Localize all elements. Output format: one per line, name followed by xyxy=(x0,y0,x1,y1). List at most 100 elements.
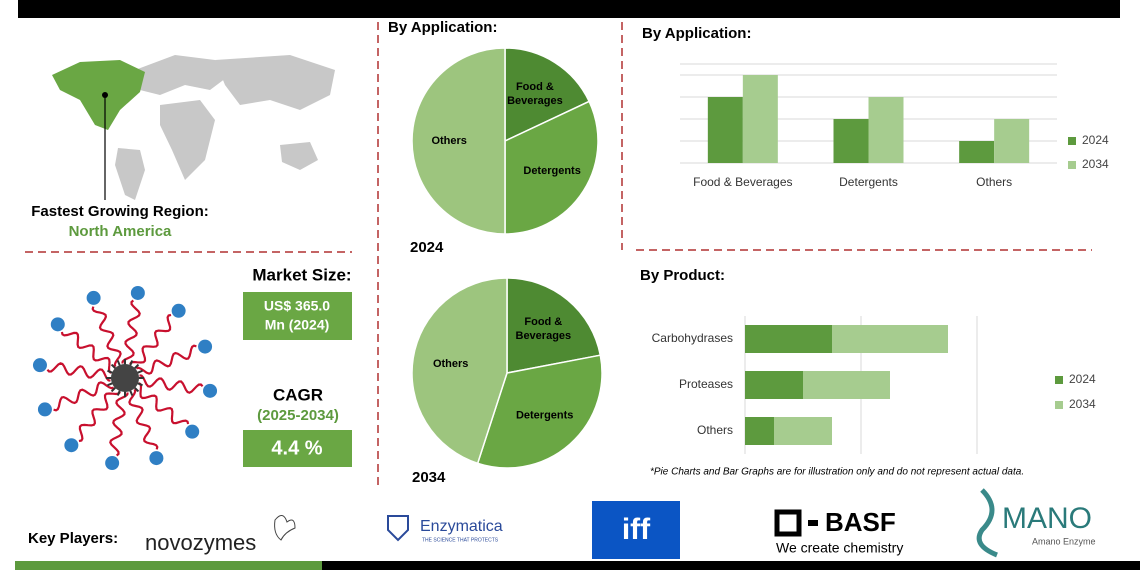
strand xyxy=(53,381,115,412)
market-size-box xyxy=(243,292,352,340)
chart-title: By Application: xyxy=(642,25,751,42)
strand xyxy=(109,392,129,457)
bar-segment xyxy=(745,325,832,353)
cagr-period: (2025-2034) xyxy=(257,407,339,424)
logo: Enzymatica xyxy=(420,518,503,535)
core xyxy=(111,364,139,392)
cagr-value: 4.4 % xyxy=(271,437,322,459)
bead xyxy=(105,456,120,471)
slice-label-line: Beverages xyxy=(507,95,563,107)
y-tick-label: Proteases xyxy=(679,377,733,391)
legend-label: 2024 xyxy=(1069,372,1096,386)
slice-label: Food & Beverages xyxy=(516,316,572,342)
logo-tagline: Amano Enzyme xyxy=(1032,536,1096,546)
slice-label-line: Food & xyxy=(524,316,562,328)
market-size-value: US$ 365.0 xyxy=(264,298,330,314)
slice-label: Detergents xyxy=(523,165,580,177)
footer-bar xyxy=(15,561,322,570)
logo: BASF xyxy=(825,507,896,537)
slice-label: Detergents xyxy=(516,410,573,422)
strand xyxy=(138,382,190,425)
bead xyxy=(130,285,145,300)
bar-segment xyxy=(745,371,803,399)
legend-swatch xyxy=(1068,137,1076,145)
bar-segment xyxy=(803,371,890,399)
slice-label: Others xyxy=(431,135,466,147)
key-players-label: Key Players: xyxy=(28,530,118,547)
pie-slice xyxy=(504,47,591,143)
chart-title: By Application: xyxy=(388,19,497,36)
strand xyxy=(60,331,112,374)
bead xyxy=(64,438,79,453)
header-bar xyxy=(18,0,1120,18)
bead xyxy=(171,303,186,318)
y-tick-label: Carbohydrases xyxy=(652,331,733,345)
x-tick-label: Detergents xyxy=(839,175,898,189)
footnote: *Pie Charts and Bar Graphs are for illus… xyxy=(650,467,1024,478)
region-label: Fastest Growing Region: xyxy=(31,203,209,220)
strand xyxy=(78,391,121,443)
region-value: North America xyxy=(69,223,172,240)
pie-slice xyxy=(411,47,506,235)
market-size-label: Market Size: xyxy=(252,265,351,284)
y-tick-label: Others xyxy=(697,423,733,437)
dividers xyxy=(25,22,1092,490)
logo-tagline: We create chemistry xyxy=(776,540,903,556)
chart-label: 2024 xyxy=(410,239,444,256)
strand xyxy=(139,374,204,394)
logo: iff xyxy=(622,513,651,546)
bar-segment xyxy=(832,325,948,353)
bar xyxy=(868,97,904,163)
market-size-value: Mn (2024) xyxy=(265,317,330,333)
chart-title: By Product: xyxy=(640,267,725,284)
pie-slice xyxy=(506,277,602,374)
legend-swatch xyxy=(1055,401,1063,409)
logo: MANO xyxy=(1002,502,1092,535)
legend-label: 2034 xyxy=(1069,397,1096,411)
molecule-illustration xyxy=(32,285,218,471)
logos: novozymes Enzymatica THE SCIENCE THAT PR… xyxy=(145,488,1096,559)
strand xyxy=(128,388,159,450)
legend-swatch xyxy=(1055,376,1063,384)
legend-label: 2034 xyxy=(1082,157,1109,171)
bead xyxy=(198,339,213,354)
slice-label: Food & Beverages xyxy=(507,81,563,107)
pie-slice xyxy=(476,354,603,469)
bar-segment xyxy=(774,417,832,445)
cagr-label: CAGR xyxy=(273,385,323,404)
strand xyxy=(129,313,172,365)
bead xyxy=(149,451,164,466)
bar xyxy=(707,97,743,163)
bar-segment xyxy=(745,417,774,445)
pie-slice xyxy=(504,100,599,235)
strand xyxy=(46,362,111,382)
slice-label: Others xyxy=(433,358,468,370)
bar xyxy=(959,141,995,163)
bar xyxy=(833,119,869,163)
bead xyxy=(37,402,52,417)
slice-label-line: Beverages xyxy=(516,330,572,342)
bead xyxy=(50,317,65,332)
x-tick-label: Others xyxy=(976,175,1012,189)
logo: novozymes xyxy=(145,530,256,555)
legend-label: 2024 xyxy=(1082,133,1109,147)
slice-label-line: Food & xyxy=(516,81,554,93)
bead xyxy=(203,383,218,398)
bead xyxy=(185,424,200,439)
cagr-box xyxy=(243,430,352,467)
bar xyxy=(742,75,778,163)
bead xyxy=(32,358,47,373)
footer-bar xyxy=(322,561,1140,570)
chart-label: 2034 xyxy=(412,469,446,486)
world-map xyxy=(52,55,335,200)
strand xyxy=(121,299,141,364)
bead xyxy=(86,290,101,305)
pie-slice xyxy=(411,277,508,465)
bar xyxy=(994,119,1030,163)
strand xyxy=(135,344,197,375)
strand xyxy=(91,306,122,368)
logo-tagline: THE SCIENCE THAT PROTECTS xyxy=(422,537,499,543)
x-tick-label: Food & Beverages xyxy=(693,175,792,189)
legend-swatch xyxy=(1068,161,1076,169)
